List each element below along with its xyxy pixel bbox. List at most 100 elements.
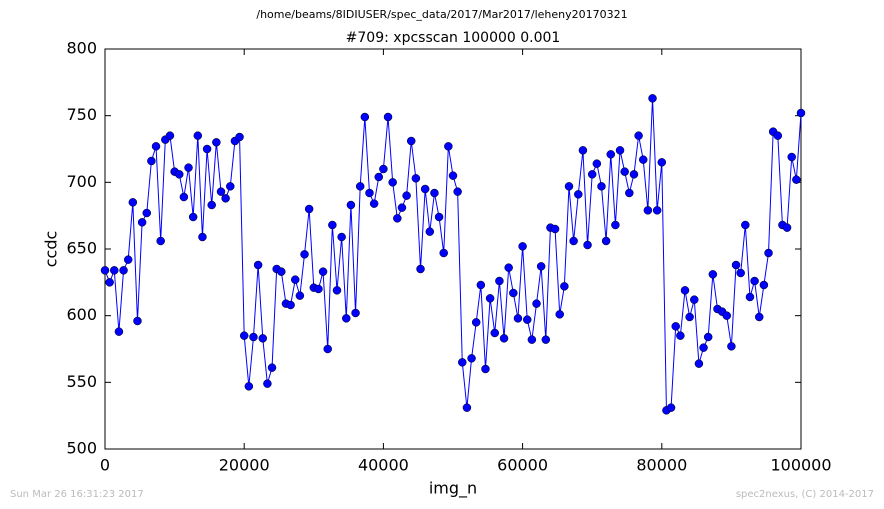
data-point (536, 262, 546, 271)
data-point (402, 191, 411, 200)
footer-left: Sun Mar 26 16:31:23 2017 (10, 489, 144, 500)
data-point (263, 379, 272, 388)
data-point (652, 206, 662, 215)
data-point (295, 291, 305, 300)
data-point (388, 178, 397, 187)
data-point (555, 310, 564, 319)
data-point (147, 156, 156, 166)
data-point (397, 203, 407, 212)
data-point (773, 131, 783, 140)
data-point (462, 403, 472, 412)
x-tick-label: 60000 (497, 456, 548, 475)
data-point (207, 200, 216, 210)
data-point (504, 263, 513, 272)
data-point (416, 264, 425, 274)
data-point (253, 260, 263, 270)
data-point (286, 300, 295, 310)
data-point (458, 358, 467, 367)
data-point (560, 282, 569, 291)
data-point (342, 314, 351, 323)
data-point (638, 155, 648, 164)
data-point (235, 132, 244, 142)
data-point (587, 170, 597, 179)
data-point (615, 146, 625, 155)
x-tick-label: 20000 (219, 456, 270, 475)
data-point (151, 142, 161, 151)
data-point (137, 218, 147, 227)
data-point (550, 224, 560, 234)
data-point (625, 188, 634, 198)
data-point (379, 164, 388, 174)
data-point (782, 223, 792, 232)
data-point (100, 266, 110, 275)
data-point (114, 327, 124, 336)
data-point (453, 187, 462, 196)
y-tick-label: 700 (66, 172, 97, 191)
data-point (425, 227, 435, 236)
data-point (430, 188, 439, 198)
data-point (578, 146, 588, 155)
data-point (188, 212, 198, 222)
data-point (513, 314, 523, 323)
data-point (601, 236, 611, 246)
data-point (318, 267, 328, 276)
data-point (708, 270, 718, 279)
data-point (722, 311, 732, 320)
data-point (128, 198, 138, 207)
data-point (212, 138, 221, 147)
data-point (448, 171, 458, 180)
data-point (643, 206, 653, 215)
x-axis-label: img_n (429, 479, 477, 499)
data-point (522, 315, 532, 324)
data-point (694, 359, 704, 368)
chart-title: #709: xpcsscan 100000 0.001 (346, 30, 561, 46)
data-point (328, 220, 337, 230)
data-point (541, 335, 551, 344)
data-point (495, 276, 504, 286)
data-point (481, 364, 490, 374)
data-point (351, 308, 360, 318)
plot-frame (104, 48, 802, 450)
data-point (142, 208, 152, 218)
data-point (383, 112, 393, 122)
data-point (490, 328, 500, 338)
data-point (105, 278, 114, 287)
data-point (444, 142, 453, 151)
data-point (485, 294, 495, 303)
data-point (267, 363, 277, 372)
y-tick-label: 500 (66, 439, 97, 458)
data-point (569, 236, 578, 246)
data-point (332, 286, 342, 295)
data-point (300, 250, 309, 259)
data-point (258, 334, 268, 343)
data-point (406, 136, 416, 146)
x-tick-label: 80000 (636, 456, 687, 475)
data-point (731, 260, 741, 270)
data-point (239, 331, 249, 340)
data-point (583, 240, 592, 250)
data-point (360, 112, 370, 122)
data-point (216, 187, 226, 196)
y-tick-label: 550 (66, 372, 97, 391)
data-point (314, 284, 323, 294)
data-point (198, 232, 207, 242)
data-point (532, 299, 541, 308)
data-point (676, 331, 685, 340)
data-point (374, 172, 384, 182)
data-point (184, 163, 193, 172)
data-point (527, 335, 537, 344)
data-point (754, 312, 764, 322)
data-point (277, 267, 286, 276)
data-point (509, 288, 518, 298)
data-point (467, 354, 476, 363)
data-point (179, 192, 189, 202)
data-point (174, 170, 184, 179)
data-point (666, 403, 676, 412)
data-point (592, 159, 602, 168)
data-point (741, 220, 750, 230)
data-point (606, 150, 616, 159)
data-point (221, 194, 230, 203)
data-point (745, 292, 755, 302)
data-point (471, 318, 481, 327)
